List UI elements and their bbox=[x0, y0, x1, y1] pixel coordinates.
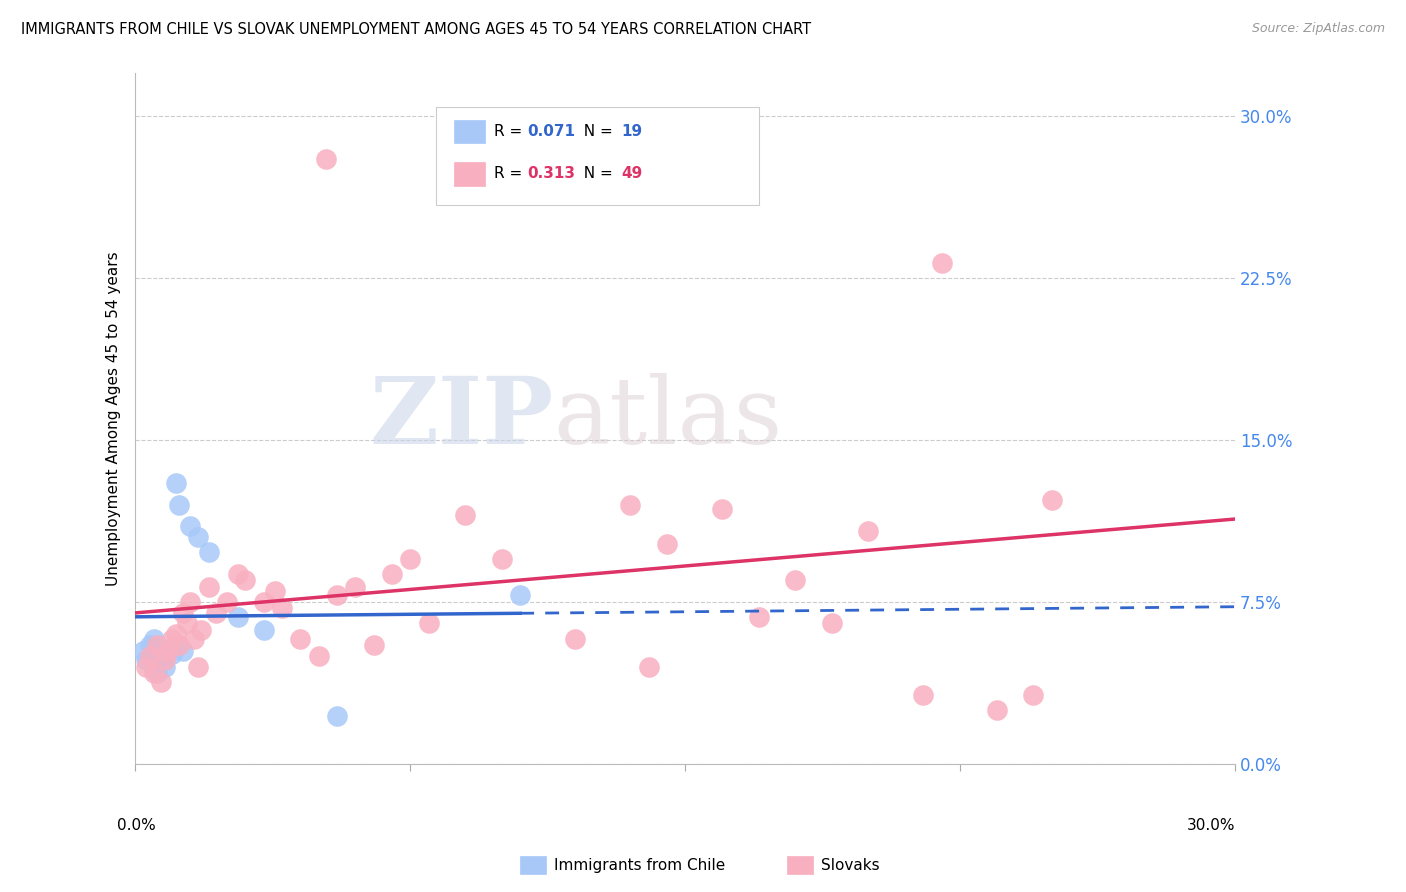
Text: N =: N = bbox=[574, 167, 617, 181]
Text: R =: R = bbox=[494, 167, 527, 181]
Point bbox=[169, 638, 191, 652]
Text: Immigrants from Chile: Immigrants from Chile bbox=[554, 858, 725, 872]
Point bbox=[509, 588, 531, 602]
Point bbox=[290, 632, 312, 646]
Point bbox=[146, 666, 169, 681]
Point bbox=[179, 519, 201, 533]
Point bbox=[197, 545, 219, 559]
Point bbox=[153, 653, 176, 667]
Point bbox=[1022, 688, 1045, 702]
Point bbox=[326, 588, 349, 602]
Text: 0.071: 0.071 bbox=[527, 124, 575, 138]
Point bbox=[315, 153, 337, 167]
Point bbox=[912, 688, 935, 702]
Point bbox=[226, 610, 249, 624]
Point bbox=[165, 476, 187, 491]
Point bbox=[1040, 493, 1063, 508]
Text: R =: R = bbox=[494, 124, 527, 138]
Point bbox=[619, 498, 641, 512]
Point bbox=[149, 674, 172, 689]
Point bbox=[381, 566, 404, 581]
Point bbox=[821, 616, 844, 631]
Text: 0.0%: 0.0% bbox=[117, 818, 156, 833]
Point bbox=[160, 647, 183, 661]
Point bbox=[252, 623, 274, 637]
Point bbox=[157, 644, 180, 658]
Point bbox=[157, 642, 180, 657]
Point bbox=[326, 709, 349, 723]
Point bbox=[135, 659, 157, 673]
Point bbox=[252, 595, 274, 609]
Point bbox=[183, 632, 205, 646]
Point bbox=[986, 703, 1008, 717]
Point bbox=[179, 595, 201, 609]
Point bbox=[169, 498, 191, 512]
Point bbox=[491, 551, 513, 566]
Text: 30.0%: 30.0% bbox=[1187, 818, 1234, 833]
Text: IMMIGRANTS FROM CHILE VS SLOVAK UNEMPLOYMENT AMONG AGES 45 TO 54 YEARS CORRELATI: IMMIGRANTS FROM CHILE VS SLOVAK UNEMPLOY… bbox=[21, 22, 811, 37]
Point bbox=[205, 606, 228, 620]
Text: 19: 19 bbox=[621, 124, 643, 138]
Text: N =: N = bbox=[574, 124, 617, 138]
Point bbox=[215, 595, 238, 609]
Point bbox=[146, 638, 169, 652]
Point bbox=[153, 659, 176, 673]
Point bbox=[363, 638, 385, 652]
Point bbox=[564, 632, 586, 646]
Point bbox=[131, 644, 153, 658]
Point bbox=[190, 623, 212, 637]
Point bbox=[710, 502, 733, 516]
Point bbox=[135, 653, 157, 667]
Point bbox=[233, 574, 256, 588]
Text: 49: 49 bbox=[621, 167, 643, 181]
Point bbox=[226, 566, 249, 581]
Point bbox=[263, 584, 285, 599]
Point bbox=[197, 580, 219, 594]
Point bbox=[160, 632, 183, 646]
Point bbox=[747, 610, 769, 624]
Point bbox=[187, 530, 209, 544]
Point bbox=[172, 606, 194, 620]
Point bbox=[454, 508, 477, 523]
Text: Source: ZipAtlas.com: Source: ZipAtlas.com bbox=[1251, 22, 1385, 36]
Point bbox=[637, 659, 659, 673]
Point bbox=[344, 580, 367, 594]
Point bbox=[139, 648, 162, 663]
Point bbox=[187, 659, 209, 673]
Point bbox=[142, 632, 165, 646]
Point bbox=[858, 524, 880, 538]
Text: 0.313: 0.313 bbox=[527, 167, 575, 181]
Point bbox=[399, 551, 422, 566]
Point bbox=[509, 163, 531, 178]
Point bbox=[142, 666, 165, 681]
Point bbox=[655, 536, 678, 550]
Text: atlas: atlas bbox=[553, 374, 783, 463]
Point bbox=[176, 616, 198, 631]
Point bbox=[165, 627, 187, 641]
Point bbox=[139, 638, 162, 652]
Point bbox=[172, 644, 194, 658]
Point bbox=[785, 574, 807, 588]
Point bbox=[308, 648, 330, 663]
Point bbox=[271, 601, 294, 615]
Text: ZIP: ZIP bbox=[368, 374, 553, 463]
Y-axis label: Unemployment Among Ages 45 to 54 years: Unemployment Among Ages 45 to 54 years bbox=[107, 251, 121, 586]
Point bbox=[418, 616, 440, 631]
Point bbox=[931, 256, 953, 270]
Point bbox=[149, 648, 172, 663]
Text: Slovaks: Slovaks bbox=[821, 858, 880, 872]
